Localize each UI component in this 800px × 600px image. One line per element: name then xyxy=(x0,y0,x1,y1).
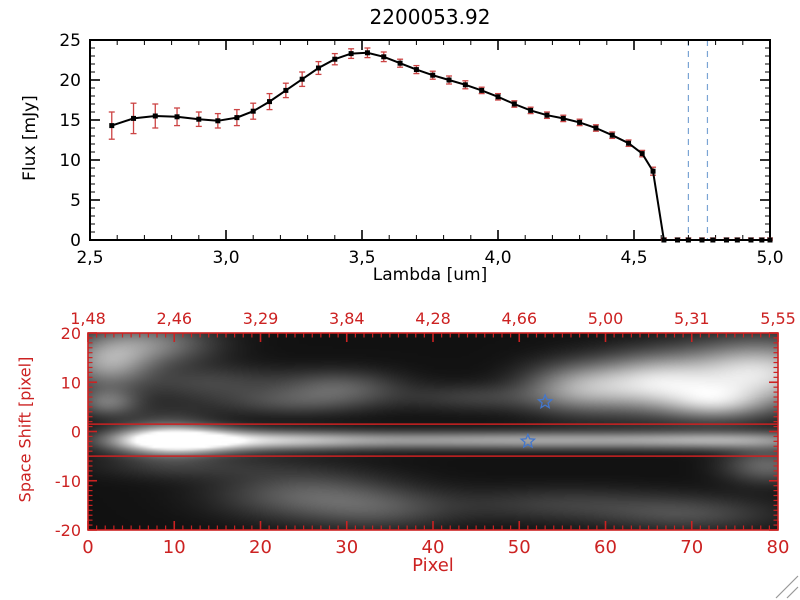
data-point-marker xyxy=(348,51,354,57)
data-point-marker xyxy=(234,115,240,121)
y-tick-label: 20 xyxy=(59,71,81,91)
x-tick-label: 3,0 xyxy=(212,248,239,268)
data-point-marker xyxy=(650,168,656,174)
bottom-yaxis-label: Space Shift [pixel] xyxy=(15,356,35,503)
plot-title: 2200053.92 xyxy=(369,5,491,29)
image-y-tick-label: 0 xyxy=(71,423,81,442)
data-point-marker xyxy=(446,77,452,83)
data-point-marker xyxy=(267,99,273,105)
image-x-tick-label: 70 xyxy=(680,537,703,558)
data-point-marker xyxy=(639,151,645,157)
wavelength-tick-label: 3,84 xyxy=(329,309,365,328)
wavelength-tick-label: 1,48 xyxy=(70,309,106,328)
wavelength-tick-label: 4,28 xyxy=(415,309,451,328)
x-tick-label: 2,5 xyxy=(76,248,103,268)
data-point-marker xyxy=(577,119,583,125)
data-point-marker xyxy=(131,115,137,121)
y-tick-label: 10 xyxy=(59,151,81,171)
data-point-marker xyxy=(397,60,403,66)
data-point-marker xyxy=(609,132,615,138)
image-x-tick-label: 60 xyxy=(594,537,617,558)
data-point-marker xyxy=(174,114,180,120)
data-point-marker xyxy=(626,140,632,146)
y-tick-label: 25 xyxy=(59,31,81,51)
spectral-image xyxy=(88,333,778,530)
image-y-tick-label: 20 xyxy=(61,324,81,343)
data-point-marker xyxy=(196,116,202,122)
data-point-marker xyxy=(332,56,338,62)
wavelength-tick-label: 5,00 xyxy=(588,309,624,328)
data-point-marker xyxy=(413,67,419,73)
wavelength-tick-label: 5,31 xyxy=(674,309,710,328)
data-point-marker xyxy=(381,54,387,60)
top-xaxis-label: Lambda [um] xyxy=(372,265,488,285)
data-point-marker xyxy=(710,237,716,243)
data-point-marker xyxy=(661,237,667,243)
data-point-marker xyxy=(215,118,221,124)
resize-grip xyxy=(786,586,799,599)
x-tick-label: 5,0 xyxy=(756,248,783,268)
wavelength-tick-label: 3,29 xyxy=(243,309,279,328)
x-tick-label: 4,5 xyxy=(620,248,647,268)
resize-grip xyxy=(775,575,799,599)
image-x-tick-label: 20 xyxy=(249,537,272,558)
data-point-marker xyxy=(759,237,765,243)
data-point-marker xyxy=(723,237,729,243)
data-point-marker xyxy=(364,50,370,56)
y-tick-label: 0 xyxy=(70,231,81,251)
image-y-tick-label: 10 xyxy=(61,373,81,392)
data-point-marker xyxy=(430,72,436,78)
top-plot-frame xyxy=(89,39,771,241)
data-point-marker xyxy=(544,112,550,118)
data-point-marker xyxy=(685,237,691,243)
data-point-marker xyxy=(528,107,534,113)
data-point-marker xyxy=(299,76,305,82)
bottom-xaxis-label: Pixel xyxy=(412,555,454,576)
data-point-marker xyxy=(152,113,158,119)
wavelength-tick-label: 4,66 xyxy=(501,309,537,328)
image-x-tick-label: 0 xyxy=(82,537,93,558)
data-point-marker xyxy=(748,237,754,243)
image-x-tick-label: 10 xyxy=(163,537,186,558)
top-yaxis-label: Flux [mJy] xyxy=(20,95,40,181)
data-point-marker xyxy=(462,82,468,88)
image-y-tick-label: -20 xyxy=(55,521,81,540)
data-point-marker xyxy=(495,94,501,100)
wavelength-tick-label: 5,55 xyxy=(760,309,796,328)
data-point-marker xyxy=(250,108,256,114)
data-point-marker xyxy=(479,87,485,93)
image-y-tick-label: -10 xyxy=(55,472,81,491)
data-point-marker xyxy=(283,87,289,93)
data-point-marker xyxy=(511,101,517,107)
data-point-marker xyxy=(699,237,705,243)
spectrum-line xyxy=(111,51,770,241)
data-point-marker xyxy=(560,115,566,121)
data-point-marker xyxy=(675,237,681,243)
data-point-marker xyxy=(593,125,599,131)
image-x-tick-label: 80 xyxy=(767,537,790,558)
data-point-marker xyxy=(315,65,321,71)
data-point-marker xyxy=(734,237,740,243)
data-point-marker xyxy=(767,237,773,243)
y-tick-label: 15 xyxy=(59,111,81,131)
y-tick-label: 5 xyxy=(70,191,81,211)
wavelength-tick-label: 2,46 xyxy=(156,309,192,328)
data-point-marker xyxy=(109,123,115,129)
